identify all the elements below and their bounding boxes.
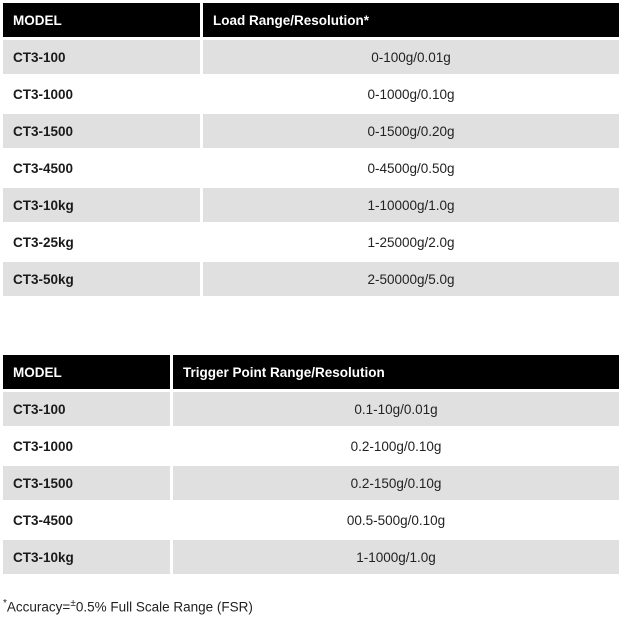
load-range-cell: 1-10000g/1.0g (203, 188, 619, 222)
load-range-column-header: Load Range/Resolution* (203, 3, 619, 37)
trigger-point-column-header: Trigger Point Range/Resolution (173, 355, 619, 389)
model-cell: CT3-1000 (3, 429, 170, 463)
table-row: CT3-1000 0.2-100g/0.10g (3, 429, 619, 463)
model-cell: CT3-10kg (3, 188, 200, 222)
load-range-cell: 1-25000g/2.0g (203, 225, 619, 259)
table-row: CT3-100 0.1-10g/0.01g (3, 392, 619, 426)
trigger-point-cell: 0.2-100g/0.10g (173, 429, 619, 463)
table-row: CT3-1500 0.2-150g/0.10g (3, 466, 619, 500)
load-range-table: MODEL Load Range/Resolution* CT3-100 0-1… (0, 0, 622, 299)
model-cell: CT3-25kg (3, 225, 200, 259)
model-column-header: MODEL (3, 355, 170, 389)
model-cell: CT3-100 (3, 40, 200, 74)
load-range-cell: 2-50000g/5.0g (203, 262, 619, 296)
load-range-cell: 0-4500g/0.50g (203, 151, 619, 185)
model-cell: CT3-4500 (3, 151, 200, 185)
table-row: CT3-100 0-100g/0.01g (3, 40, 619, 74)
table-row: CT3-10kg 1-10000g/1.0g (3, 188, 619, 222)
trigger-point-table: MODEL Trigger Point Range/Resolution CT3… (0, 352, 622, 577)
trigger-point-cell: 00.5-500g/0.10g (173, 503, 619, 537)
footnote-asterisk: * (3, 598, 7, 609)
model-cell: CT3-1500 (3, 114, 200, 148)
table-row: CT3-25kg 1-25000g/2.0g (3, 225, 619, 259)
accuracy-footnote: *Accuracy=±0.5% Full Scale Range (FSR) (3, 598, 622, 616)
load-range-cell: 0-100g/0.01g (203, 40, 619, 74)
trigger-point-cell: 0.2-150g/0.10g (173, 466, 619, 500)
model-cell: CT3-4500 (3, 503, 170, 537)
footnote-text: 0.5% Full Scale Range (FSR) (75, 599, 253, 615)
model-cell: CT3-50kg (3, 262, 200, 296)
model-cell: CT3-1000 (3, 77, 200, 111)
load-range-cell: 0-1500g/0.20g (203, 114, 619, 148)
model-cell: CT3-1500 (3, 466, 170, 500)
trigger-point-cell: 1-1000g/1.0g (173, 540, 619, 574)
table-row: CT3-4500 0-4500g/0.50g (3, 151, 619, 185)
table-row: CT3-1500 0-1500g/0.20g (3, 114, 619, 148)
table-header-row: MODEL Load Range/Resolution* (3, 3, 619, 37)
table-row: CT3-4500 00.5-500g/0.10g (3, 503, 619, 537)
table-row: CT3-50kg 2-50000g/5.0g (3, 262, 619, 296)
model-column-header: MODEL (3, 3, 200, 37)
table-row: CT3-10kg 1-1000g/1.0g (3, 540, 619, 574)
model-cell: CT3-100 (3, 392, 170, 426)
model-cell: CT3-10kg (3, 540, 170, 574)
plus-minus-sign: ± (70, 598, 76, 609)
trigger-point-cell: 0.1-10g/0.01g (173, 392, 619, 426)
table-row: CT3-1000 0-1000g/0.10g (3, 77, 619, 111)
load-range-cell: 0-1000g/0.10g (203, 77, 619, 111)
footnote-prefix: Accuracy= (6, 599, 71, 615)
table-header-row: MODEL Trigger Point Range/Resolution (3, 355, 619, 389)
